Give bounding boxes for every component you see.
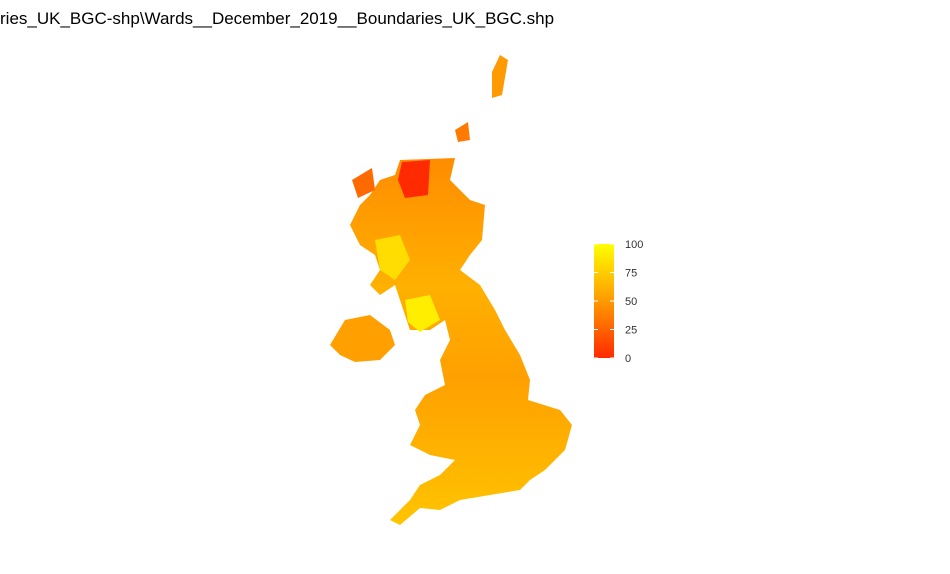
- map-title: ries_UK_BGC-shp\Wards__December_2019__Bo…: [0, 9, 554, 28]
- north-scotland-patch: [398, 160, 430, 198]
- colorbar: [594, 244, 614, 358]
- southwest-scotland-patch: [405, 295, 440, 332]
- shetland: [492, 55, 508, 98]
- hebrides: [352, 168, 375, 198]
- colorbar-tick-label: 0: [625, 353, 631, 365]
- colorbar-tick-label: 100: [625, 239, 643, 251]
- uk-wards: [330, 55, 572, 525]
- colorbar-tick-label: 25: [625, 324, 637, 336]
- colorbar-tick-label: 75: [625, 267, 637, 279]
- legend: 0 25 50 75 100: [594, 239, 643, 365]
- northern-ireland: [330, 315, 395, 362]
- colorbar-tick-label: 50: [625, 296, 637, 308]
- highland-patch: [375, 235, 410, 280]
- orkney: [455, 122, 470, 142]
